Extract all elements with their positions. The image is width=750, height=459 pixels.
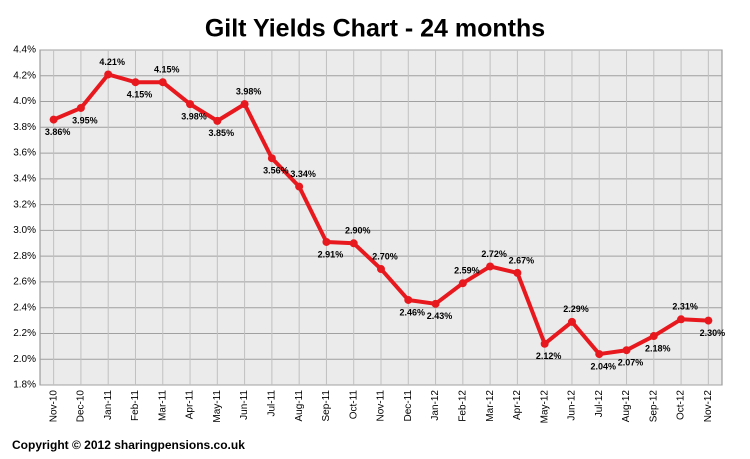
value-label: 2.12%	[536, 351, 562, 361]
value-label: 4.15%	[154, 65, 180, 75]
point	[322, 237, 331, 246]
value-label: 4.21%	[99, 57, 125, 67]
point	[104, 70, 113, 79]
point	[158, 78, 167, 87]
y-tick-label: 3.2%	[13, 199, 36, 210]
value-label: 3.98%	[181, 111, 207, 121]
y-tick-label: 3.6%	[13, 148, 36, 159]
point	[240, 100, 249, 109]
x-tick-label: Feb-11	[130, 390, 141, 421]
y-tick-label: 2.0%	[13, 354, 36, 365]
value-label: 2.72%	[481, 249, 507, 259]
x-tick-label: Jan-11	[103, 390, 114, 420]
value-label: 2.31%	[672, 302, 698, 312]
y-tick-label: 4.4%	[13, 45, 36, 56]
value-label: 3.34%	[290, 169, 316, 179]
x-tick-label: Dec-11	[403, 390, 414, 422]
point	[540, 339, 549, 348]
value-label: 4.15%	[127, 90, 153, 100]
point	[267, 154, 276, 163]
x-tick-label: Nov-10	[48, 390, 59, 423]
point	[595, 350, 604, 359]
point	[295, 182, 304, 191]
x-tick-label: Dec-10	[76, 390, 87, 423]
x-tick-label: Apr-12	[512, 390, 523, 420]
point	[186, 100, 195, 109]
x-tick-label: Sep-12	[648, 390, 659, 423]
point	[213, 116, 222, 125]
point	[704, 316, 713, 325]
x-tick-label: Jul-11	[267, 390, 278, 417]
y-tick-label: 2.6%	[13, 277, 36, 288]
value-label: 2.07%	[618, 358, 644, 368]
y-tick-label: 3.4%	[13, 173, 36, 184]
point	[431, 299, 440, 308]
y-tick-label: 1.8%	[13, 380, 36, 391]
y-tick-label: 2.2%	[13, 328, 36, 339]
point	[76, 103, 85, 112]
x-tick-label: Jun-12	[567, 390, 578, 421]
value-label: 2.46%	[400, 307, 426, 317]
x-tick-label: Aug-11	[294, 390, 305, 422]
x-tick-label: Aug-12	[621, 390, 632, 423]
value-label: 2.90%	[345, 226, 371, 236]
y-tick-label: 4.2%	[13, 70, 36, 81]
x-tick-label: Oct-12	[676, 390, 687, 420]
point	[677, 315, 686, 324]
y-tick-label: 2.8%	[13, 251, 36, 262]
x-tick-label: Apr-11	[185, 390, 196, 420]
footer: Copyright © 2012 sharingpensions.co.uk	[12, 438, 245, 452]
x-tick-label: Mar-12	[485, 390, 496, 422]
point	[486, 262, 495, 271]
value-label: 2.70%	[372, 251, 398, 261]
point	[49, 115, 58, 124]
value-label: 2.29%	[563, 304, 589, 314]
x-tick-label: Jul-12	[594, 390, 605, 418]
point	[513, 268, 522, 277]
x-tick-label: May-11	[212, 390, 223, 423]
x-tick-label: Feb-12	[457, 390, 468, 422]
value-label: 2.04%	[590, 361, 616, 371]
value-label: 2.43%	[427, 311, 453, 321]
point	[349, 239, 358, 248]
chart-title: Gilt Yields Chart - 24 months	[205, 15, 545, 43]
point	[377, 265, 385, 274]
x-tick-label: Jun-11	[239, 390, 250, 420]
y-tick-label: 4.0%	[13, 96, 36, 107]
value-label: 3.56%	[263, 166, 289, 176]
value-label: 3.95%	[72, 115, 98, 125]
point	[649, 332, 658, 341]
x-tick-label: Oct-11	[348, 390, 359, 420]
point	[622, 346, 631, 355]
value-label: 3.86%	[45, 127, 71, 137]
value-label: 2.59%	[454, 266, 480, 276]
value-label: 3.85%	[209, 128, 235, 138]
y-tick-label: 3.8%	[13, 122, 36, 133]
point	[567, 317, 576, 326]
x-tick-label: May-12	[539, 390, 550, 424]
point	[131, 78, 140, 87]
x-tick-label: Jan-12	[430, 390, 441, 421]
x-tick-label: Mar-11	[157, 390, 168, 421]
value-label: 2.30%	[700, 328, 726, 338]
value-label: 3.98%	[236, 86, 262, 96]
y-tick-label: 2.4%	[13, 302, 36, 313]
value-label: 2.91%	[318, 249, 344, 259]
point	[404, 295, 413, 304]
point	[458, 279, 467, 288]
x-tick-label: Nov-12	[703, 390, 714, 423]
value-label: 2.18%	[645, 343, 671, 353]
x-tick-label: Sep-11	[321, 390, 332, 422]
value-label: 2.67%	[509, 255, 535, 265]
x-tick-label: Nov-11	[376, 390, 387, 422]
y-tick-label: 3.0%	[13, 225, 36, 236]
